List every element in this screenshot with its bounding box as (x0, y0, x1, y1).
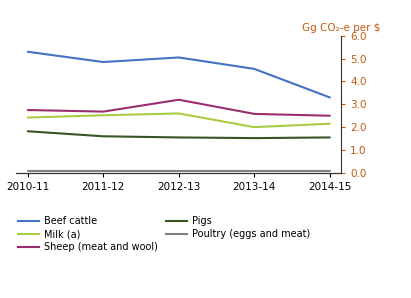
Text: Gg CO₂-e per $: Gg CO₂-e per $ (302, 23, 380, 33)
Legend: Beef cattle, Milk (a), Sheep (meat and wool), Pigs, Poultry (eggs and meat), : Beef cattle, Milk (a), Sheep (meat and w… (18, 216, 310, 252)
